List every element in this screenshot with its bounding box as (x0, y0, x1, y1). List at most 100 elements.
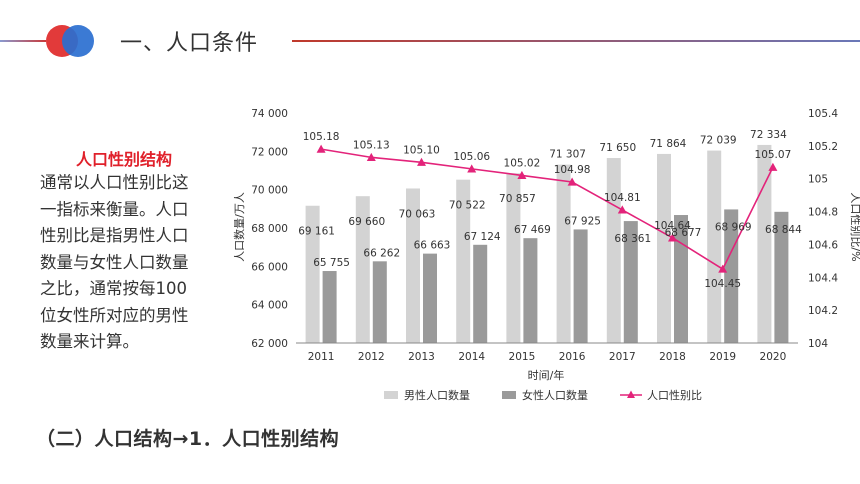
data-label-female: 68 677 (665, 227, 702, 239)
x-tick: 2013 (408, 351, 435, 363)
bar-male (556, 164, 571, 343)
legend-label: 女性人口数量 (522, 388, 588, 402)
data-label-female: 68 361 (614, 233, 651, 245)
data-label-female: 67 925 (564, 215, 601, 227)
bar-female (623, 221, 638, 343)
bar-male (305, 205, 320, 343)
header-rule-right (292, 40, 860, 42)
data-label-ratio: 105.18 (303, 131, 340, 143)
legend-swatch (502, 391, 516, 399)
y-tick-right: 104.4 (808, 272, 838, 284)
data-label-male: 72 039 (700, 135, 737, 147)
y-tick-left: 62 000 (251, 338, 288, 350)
bar-male (657, 153, 671, 343)
bar-male (355, 196, 370, 343)
data-label-ratio: 105.02 (504, 157, 541, 169)
page-title: 一、人口条件 (120, 31, 259, 56)
section-caption: （二）人口结构→1．人口性别结构 (36, 428, 340, 450)
data-label-female: 68 844 (765, 224, 802, 236)
y-tick-left: 72 000 (251, 146, 288, 158)
data-label-ratio: 105.07 (755, 149, 792, 161)
y-tick-right: 104.6 (808, 239, 838, 251)
y-axis-label-left: 人口数量/万人 (233, 192, 246, 262)
data-label-male: 69 161 (298, 226, 335, 238)
data-label-ratio: 105.06 (453, 151, 490, 163)
x-tick: 2017 (609, 351, 636, 363)
data-label-ratio: 104.98 (554, 164, 591, 176)
data-label-male: 70 063 (399, 208, 436, 220)
y-tick-left: 74 000 (251, 108, 288, 120)
x-tick: 2020 (760, 351, 787, 363)
x-tick: 2015 (509, 351, 536, 363)
data-label-male: 70 522 (449, 200, 486, 212)
y-tick-right: 104.2 (808, 305, 838, 317)
data-label-ratio: 105.10 (403, 144, 440, 156)
data-label-male: 71 864 (650, 138, 687, 150)
bar-male (506, 173, 521, 343)
bar-male (606, 158, 621, 343)
point-sex-ratio (316, 144, 326, 153)
y-tick-right: 105.2 (808, 141, 838, 153)
point-sex-ratio (366, 152, 376, 161)
point-sex-ratio (417, 157, 426, 166)
logo (46, 23, 98, 59)
population-chart: 69 161 65 755 69 660 66 262 70 063 66 663 70 5… (233, 108, 860, 402)
y-tick-right: 104.8 (808, 207, 838, 219)
point-sex-ratio (668, 233, 677, 242)
data-label-female: 65 755 (313, 257, 350, 269)
point-sex-ratio (467, 164, 477, 173)
bar-female (473, 244, 488, 343)
data-label-female: 67 124 (464, 231, 501, 243)
bar-female (724, 209, 739, 343)
line-sex-ratio (320, 148, 774, 271)
point-sex-ratio (517, 170, 527, 180)
bar-male (456, 179, 471, 343)
bar-female (523, 238, 538, 343)
bar-male (707, 150, 722, 343)
point-sex-ratio (617, 205, 627, 214)
y-tick-left: 66 000 (251, 261, 288, 273)
y-tick-right: 105 (808, 174, 828, 186)
point-sex-ratio (768, 162, 778, 171)
data-label-ratio: 105.13 (353, 139, 390, 151)
x-tick: 2019 (709, 351, 736, 363)
legend-label: 人口性别比 (647, 388, 702, 402)
bar-male (757, 144, 772, 343)
header-rule-left (0, 40, 46, 42)
bar-female (322, 271, 337, 343)
data-label-male: 69 660 (348, 216, 385, 228)
bar-female (573, 229, 588, 343)
y-tick-left: 64 000 (251, 300, 288, 312)
y-tick-right: 104 (808, 338, 828, 350)
bar-female (423, 253, 437, 343)
data-label-ratio: 104.45 (704, 278, 741, 290)
legend-swatch (384, 391, 398, 399)
bar-female (372, 261, 387, 343)
y-axis-label-right: 人口性别比/% (849, 192, 860, 261)
logo-circle-blue (62, 25, 94, 57)
data-label-female: 68 969 (715, 221, 752, 233)
legend-label: 男性人口数量 (404, 388, 470, 402)
y-tick-left: 70 000 (251, 185, 288, 197)
x-tick: 2018 (659, 351, 686, 363)
data-label-ratio: 104.64 (654, 220, 691, 232)
bar-male (406, 188, 420, 343)
data-label-male: 71 307 (549, 149, 586, 161)
data-label-male: 70 857 (499, 193, 536, 205)
x-tick: 2011 (308, 351, 335, 363)
side-title: 人口性别结构 (76, 150, 173, 169)
x-tick: 2014 (458, 351, 485, 363)
data-label-female: 67 469 (514, 224, 551, 236)
x-tick: 2012 (358, 351, 385, 363)
side-text: 通常以人口性别比这一指标来衡量。人口性别比是指男性人口数量与女性人口数量之比，通… (40, 173, 189, 351)
y-tick-right: 105.4 (808, 108, 838, 120)
x-tick: 2016 (559, 351, 586, 363)
x-axis-label: 时间/年 (528, 368, 565, 382)
data-label-ratio: 104.81 (604, 192, 641, 204)
legend-marker (627, 390, 635, 398)
data-label-male: 71 650 (599, 142, 636, 154)
data-label-female: 66 262 (363, 247, 400, 259)
point-sex-ratio (567, 177, 577, 186)
bar-female (674, 215, 688, 343)
bar-female (774, 211, 789, 343)
